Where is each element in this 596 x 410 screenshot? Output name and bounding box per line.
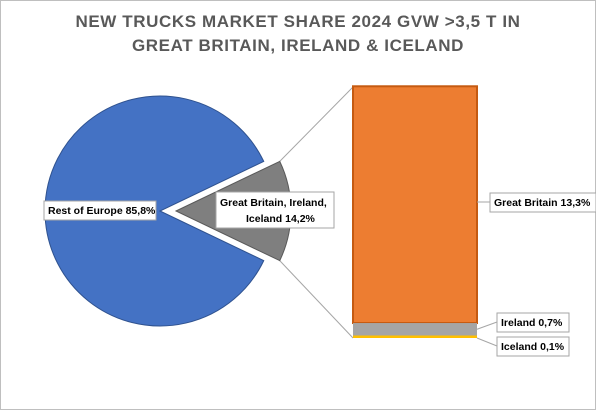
stack-label-ireland: Ireland 0,7% (501, 317, 563, 329)
pie-label-rest-of-europe: Rest of Europe 85,8% (48, 205, 156, 217)
pie-label-gb-line-1: Great Britain, Ireland, (220, 197, 327, 209)
stack-label-box-iceland (496, 336, 570, 357)
leader-line-ireland (476, 321, 498, 330)
chart-title-line-2: GREAT BRITAIN, IRELAND & ICELAND (131, 36, 465, 55)
connector-line-top (279, 86, 354, 162)
stack-bar-great-britain (352, 85, 478, 325)
chart-title-line-1: NEW TRUCKS MARKET SHARE 2024 GVW >3,5 T … (75, 12, 521, 31)
stack-label-box-ireland (496, 312, 570, 333)
leader-line-iceland (476, 337, 498, 347)
stack-bar-ireland (353, 323, 477, 336)
stack-label-iceland: Iceland 0,1% (501, 341, 565, 353)
stack-label-box-gb (489, 192, 596, 213)
pie-label-box-gb (215, 191, 335, 229)
stack-bar-iceland (353, 335, 477, 338)
connector-line-bottom (279, 260, 354, 339)
pie-label-gb-line-2: Iceland 14,2% (246, 213, 316, 225)
stack-label-great-britain: Great Britain 13,3% (494, 197, 591, 209)
pie-label-box-rest (43, 200, 157, 221)
